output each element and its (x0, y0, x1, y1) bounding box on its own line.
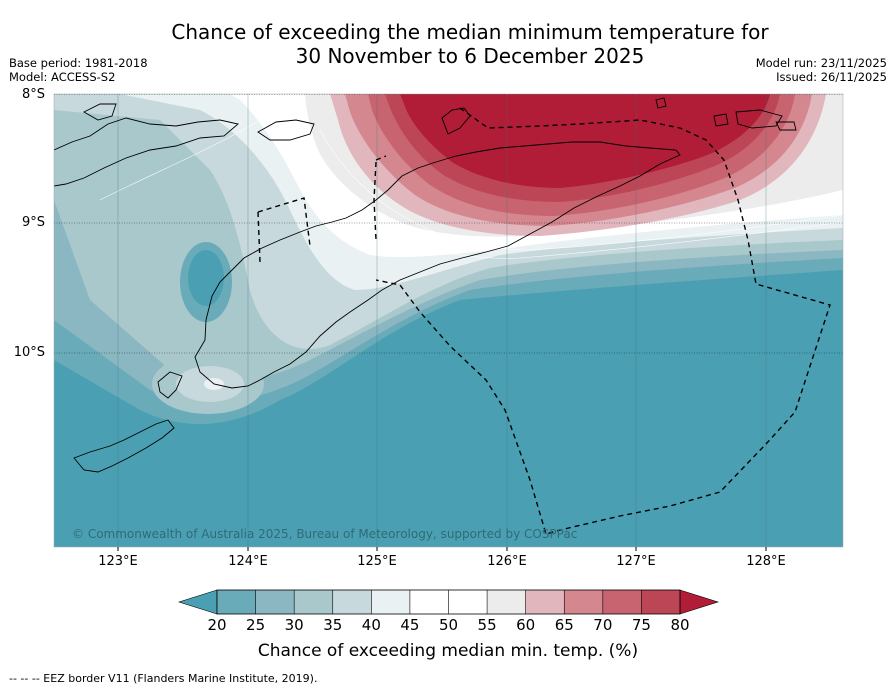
colorbar-cell (371, 590, 411, 614)
lon-label-127e: 127°E (616, 554, 656, 569)
colorbar-tick-label: 40 (361, 616, 381, 634)
eez-border (257, 107, 831, 535)
issued-date: Issued: 26/11/2025 (776, 70, 887, 84)
colorbar-cell (448, 590, 488, 614)
colorbar-tick-label: 20 (207, 616, 227, 634)
lon-ticks (117, 547, 767, 551)
colorbar-tick-label: 65 (554, 616, 574, 634)
colorbar-cell (641, 590, 681, 614)
eez-legend: -- -- -- EEZ border V11 (Flanders Marine… (9, 672, 318, 685)
colorbar-tick-label: 60 (516, 616, 536, 634)
island-east-4 (775, 121, 797, 131)
band-over-80 (400, 94, 770, 188)
colorbar-label: Chance of exceeding median min. temp. (%… (257, 641, 639, 661)
lat-gridlines (54, 94, 843, 354)
model-name: Model: ACCESS-S2 (9, 70, 116, 84)
colorbar-tick-label: 35 (323, 616, 343, 634)
sawu-coast (73, 419, 175, 473)
colorbar-cell (409, 590, 449, 614)
colorbar-cell (255, 590, 295, 614)
copyright-notice: © Commonwealth of Australia 2025, Bureau… (72, 527, 578, 541)
flores-coast (54, 117, 239, 187)
base-period: Base period: 1981-2018 (9, 56, 148, 70)
lon-label-125e: 125°E (357, 554, 397, 569)
lat-label-9s: 9°S (21, 215, 45, 230)
map-frame (53, 93, 844, 548)
colorbar-min-arrow (178, 589, 218, 615)
lon-gridlines (117, 94, 767, 547)
colorbar-cells (217, 590, 681, 614)
colorbar-frame (216, 589, 681, 615)
colorbar-tick-label: 80 (670, 616, 690, 634)
cool-blob-core (188, 250, 224, 306)
colorbar (178, 589, 719, 615)
alor-coast (257, 119, 315, 141)
meta-right: Model run: 23/11/2025 Issued: 26/11/2025 (756, 56, 887, 84)
colorbar-tick-label: 50 (438, 616, 459, 634)
colorbar-cell (487, 590, 527, 614)
lon-label-123e: 123°E (98, 554, 138, 569)
island-east-3 (713, 113, 729, 127)
flores-north (83, 103, 117, 121)
colorbar-tick-label: 30 (284, 616, 304, 634)
island-east-2 (735, 109, 783, 129)
colorbar-tick-label: 25 (246, 616, 266, 634)
colorbar-cell (294, 590, 334, 614)
lon-label-128e: 128°E (746, 554, 786, 569)
colorbar-tick-label: 55 (477, 616, 497, 634)
timor-coast (194, 141, 681, 389)
map-title: Chance of exceeding the median minimum t… (0, 20, 896, 68)
title-line-2: 30 November to 6 December 2025 (295, 44, 645, 68)
coastlines (54, 97, 797, 473)
rote-coast (157, 371, 183, 399)
colorbar-cell (217, 590, 257, 614)
colorbar-tick-label: 75 (631, 616, 651, 634)
lon-label-124e: 124°E (228, 554, 268, 569)
colorbar-tick-label: 45 (400, 616, 420, 634)
colorbar-max-arrow (679, 589, 719, 615)
meta-left: Base period: 1981-2018 Model: ACCESS-S2 (9, 56, 148, 84)
colorbar-cell (332, 590, 372, 614)
lon-label-126e: 126°E (487, 554, 527, 569)
island-east-1 (655, 97, 667, 109)
probability-field (54, 94, 843, 547)
lat-label-10s: 10°S (13, 345, 45, 360)
colorbar-tick-label: 70 (593, 616, 613, 634)
model-run: Model run: 23/11/2025 (755, 56, 887, 70)
title-line-1: Chance of exceeding the median minimum t… (171, 20, 769, 44)
colorbar-cell (602, 590, 642, 614)
lat-label-8s: 8°S (21, 87, 45, 102)
colorbar-cell (525, 590, 565, 614)
colorbar-cell (564, 590, 604, 614)
